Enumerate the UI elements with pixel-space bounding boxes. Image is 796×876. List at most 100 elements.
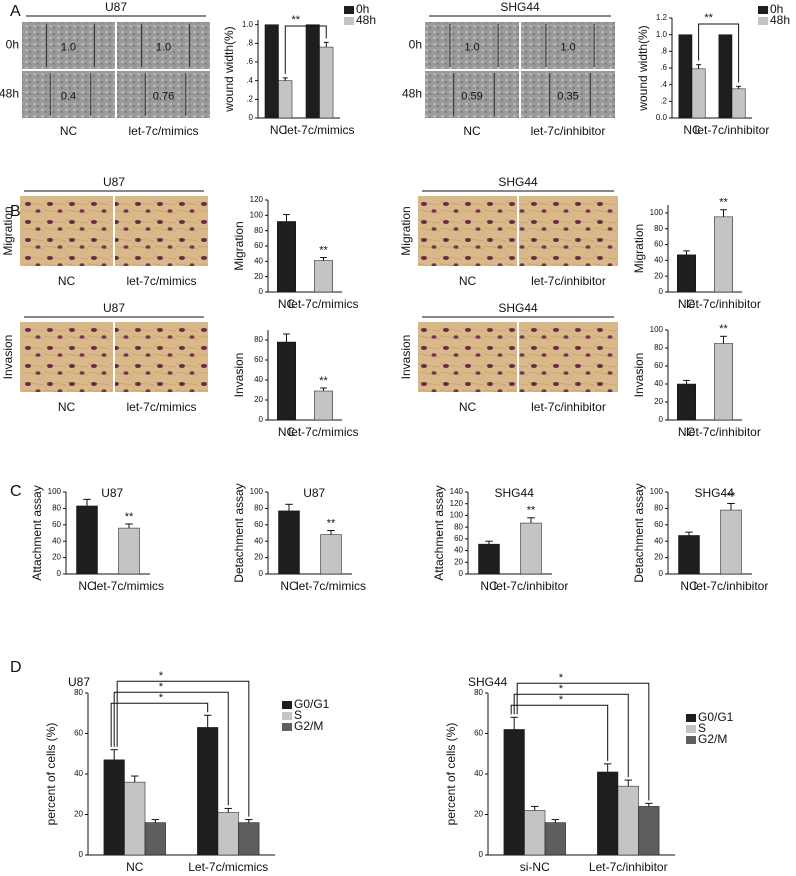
y-axis-label: percent of cells (%) [444, 723, 458, 826]
y-tick-label: 20 [52, 553, 61, 562]
legend-label: G0/G1 [294, 697, 330, 711]
cell-label: 1.0 [464, 41, 479, 53]
y-axis-label: wound width(%) [222, 26, 236, 112]
bar [617, 785, 639, 856]
y-axis-label: Attachment assay [432, 485, 446, 580]
y-tick-label: 80 [74, 688, 83, 697]
legend-swatch [282, 723, 292, 731]
column-label: NC [60, 124, 78, 138]
micrograph [115, 196, 208, 266]
bar [714, 216, 733, 293]
column-label: NC [459, 400, 477, 414]
significance: ** [719, 323, 728, 335]
y-tick-label: 20 [454, 557, 463, 566]
legend-swatch [758, 17, 768, 25]
bar [305, 24, 320, 119]
y-tick-label: 1.0 [242, 20, 254, 29]
side-label: Invasion [1, 335, 15, 380]
legend-label: G2/M [698, 732, 727, 746]
y-tick-label: 0 [659, 287, 664, 296]
cell-label: 1.0 [156, 41, 171, 53]
legend-swatch [282, 701, 292, 709]
significance: ** [704, 12, 713, 24]
group-title: SHG44 [498, 301, 538, 315]
micrograph [20, 196, 113, 266]
bracket [510, 704, 609, 761]
micrograph [519, 196, 618, 266]
y-tick-label: 0 [479, 850, 484, 859]
y-tick-label: 40 [52, 536, 61, 545]
y-tick-label: 60 [52, 520, 61, 529]
cell-label: 0.59 [461, 90, 482, 102]
y-tick-label: .2 [660, 96, 667, 105]
legend-label: 48h [770, 13, 790, 27]
bar [144, 822, 166, 856]
legend-label: G0/G1 [698, 710, 734, 724]
y-tick-label: 20 [254, 395, 263, 404]
y-tick-label: 0 [459, 569, 464, 578]
bracket [513, 693, 629, 778]
micrograph [117, 71, 210, 118]
x-tick-label: NC [278, 297, 296, 311]
column-label: let-7c/mimics [126, 400, 196, 414]
y-tick-label: 80 [654, 224, 663, 233]
bar [76, 505, 98, 575]
bar [678, 535, 700, 575]
significance: ** [125, 511, 134, 523]
y-tick-label: 40 [474, 769, 483, 778]
y-tick-label: .4 [246, 76, 253, 85]
y-tick-label: .6 [246, 57, 253, 66]
y-tick-label: 100 [250, 210, 264, 219]
y-tick-label: 100 [48, 487, 62, 496]
x-tick-label: let-7c/inhibitor [686, 425, 761, 439]
significance: ** [291, 14, 300, 26]
x-tick-label: NC [270, 123, 288, 137]
panel-letter: B [10, 203, 21, 220]
x-tick-label: NC [280, 579, 298, 593]
significance: ** [719, 197, 728, 209]
y-tick-label: 60 [474, 729, 483, 738]
column-label: let-7c/inhibitor [531, 124, 606, 138]
y-tick-label: .8 [660, 46, 667, 55]
bar [197, 727, 219, 856]
y-tick-label: 120 [450, 499, 464, 508]
significance: * [159, 681, 164, 693]
micrograph [22, 71, 115, 118]
group-title: U87 [103, 301, 125, 315]
legend-label: S [698, 721, 706, 735]
row-label: 0h [409, 38, 422, 52]
significance: * [159, 670, 164, 682]
bar [103, 759, 125, 856]
x-tick-label: let-7c/inhibitor [694, 579, 769, 593]
panel-letter: A [10, 3, 21, 20]
y-tick-label: 80 [654, 504, 663, 513]
bar [677, 383, 696, 421]
x-tick-label: NC [678, 297, 696, 311]
bar [217, 812, 239, 856]
legend-swatch [686, 725, 696, 733]
micrograph [519, 322, 618, 392]
bar [503, 729, 525, 856]
y-tick-label: 100 [650, 487, 664, 496]
y-tick-label: 100 [250, 487, 264, 496]
y-tick-label: 140 [450, 487, 464, 496]
bar [638, 806, 660, 856]
y-tick-label: 0 [259, 415, 264, 424]
legend-swatch [758, 6, 768, 14]
legend-swatch [686, 736, 696, 744]
bar [731, 88, 746, 119]
x-tick-label: NC [680, 579, 698, 593]
significance: ** [319, 375, 328, 387]
cell-label: 0.35 [557, 90, 578, 102]
y-tick-label: 40 [454, 546, 463, 555]
y-axis-label: Invasion [232, 353, 246, 398]
column-label: let-7c/inhibitor [531, 274, 606, 288]
y-tick-label: 60 [254, 355, 263, 364]
x-tick-label: Let-7c/micmics [188, 860, 268, 874]
bar [314, 260, 333, 293]
x-tick-label: let-7c/mimics [296, 579, 366, 593]
micrograph [418, 196, 517, 266]
bracket [110, 702, 209, 747]
y-tick-label: 0 [659, 569, 664, 578]
bar [597, 771, 619, 856]
